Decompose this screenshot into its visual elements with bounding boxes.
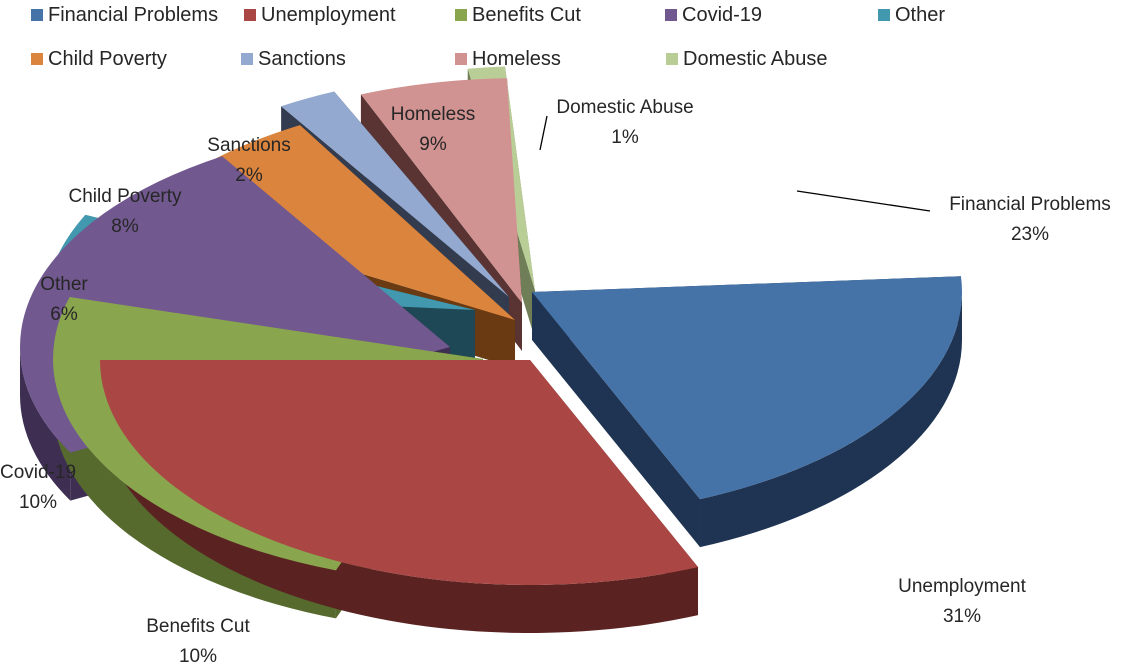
data-label-domestic-abuse: Domestic Abuse 1% bbox=[556, 97, 693, 148]
legend-swatch bbox=[31, 53, 43, 65]
legend-label-homeless: Homeless bbox=[472, 48, 561, 70]
data-label-category: Homeless bbox=[391, 104, 475, 125]
leader-line bbox=[539, 115, 548, 151]
data-label-percent: 10% bbox=[179, 646, 217, 666]
data-label-percent: 23% bbox=[1011, 224, 1049, 245]
legend-swatch bbox=[31, 9, 43, 21]
data-label-unemployment: Unemployment 31% bbox=[898, 576, 1026, 627]
legend-swatch bbox=[665, 9, 677, 21]
legend: Financial Problems Unemployment Benefits C… bbox=[31, 4, 945, 70]
data-label-financial-problems: Financial Problems 23% bbox=[949, 194, 1111, 245]
pie-slice-financial-problems bbox=[532, 276, 962, 500]
data-label-category: Child Poverty bbox=[69, 186, 182, 207]
legend-label-benefits-cut: Benefits Cut bbox=[472, 4, 581, 26]
pie-slice-outer-wall bbox=[700, 292, 962, 548]
data-label-category: Other bbox=[40, 274, 88, 295]
data-label-percent: 10% bbox=[19, 492, 57, 513]
legend-swatch bbox=[455, 53, 467, 65]
leader-lines bbox=[539, 115, 931, 212]
data-label-category: Sanctions bbox=[207, 135, 290, 156]
legend-label-domestic-abuse: Domestic Abuse bbox=[683, 48, 828, 70]
pie-slice-tops bbox=[19, 66, 962, 585]
data-label-other: Other 6% bbox=[40, 274, 88, 325]
data-label-category: Financial Problems bbox=[949, 194, 1111, 215]
legend-label-unemployment: Unemployment bbox=[261, 4, 396, 26]
data-labels: Financial Problems 23% Unemployment 31% Bene… bbox=[0, 97, 1111, 666]
data-label-covid-19: Covid-19 10% bbox=[0, 462, 76, 513]
pie-slice-outer-wall bbox=[100, 360, 699, 634]
data-label-sanctions: Sanctions 2% bbox=[207, 135, 290, 186]
data-label-percent: 6% bbox=[50, 304, 78, 325]
data-label-percent: 31% bbox=[943, 606, 981, 627]
legend-swatch bbox=[666, 53, 678, 65]
pie-slice-outer-wall bbox=[20, 347, 71, 501]
data-label-category: Unemployment bbox=[898, 576, 1026, 597]
data-label-category: Covid-19 bbox=[0, 462, 76, 483]
legend-label-sanctions: Sanctions bbox=[258, 48, 346, 70]
legend-label-financial-problems: Financial Problems bbox=[48, 4, 218, 26]
pie-slice-homeless bbox=[360, 78, 522, 304]
data-label-category: Benefits Cut bbox=[146, 616, 250, 637]
legend-label-other: Other bbox=[895, 4, 945, 26]
data-label-percent: 9% bbox=[419, 134, 447, 155]
data-label-homeless: Homeless 9% bbox=[391, 104, 475, 155]
legend-swatch bbox=[455, 9, 467, 21]
data-label-percent: 2% bbox=[235, 165, 263, 186]
legend-swatch bbox=[244, 9, 256, 21]
data-label-percent: 1% bbox=[611, 127, 639, 148]
data-label-benefits-cut: Benefits Cut 10% bbox=[146, 616, 250, 666]
pie-slice-sanctions bbox=[281, 91, 509, 297]
legend-label-covid-19: Covid-19 bbox=[682, 4, 762, 26]
data-label-child-poverty: Child Poverty 8% bbox=[69, 186, 182, 237]
pie-slice-unemployment bbox=[100, 360, 699, 585]
legend-swatch bbox=[878, 9, 890, 21]
leader-line bbox=[796, 190, 931, 212]
pie-slice-side-wall bbox=[532, 292, 701, 548]
data-label-category: Domestic Abuse bbox=[556, 97, 693, 118]
legend-swatch bbox=[241, 53, 253, 65]
data-label-percent: 8% bbox=[111, 216, 139, 237]
legend-label-child-poverty: Child Poverty bbox=[48, 48, 167, 70]
